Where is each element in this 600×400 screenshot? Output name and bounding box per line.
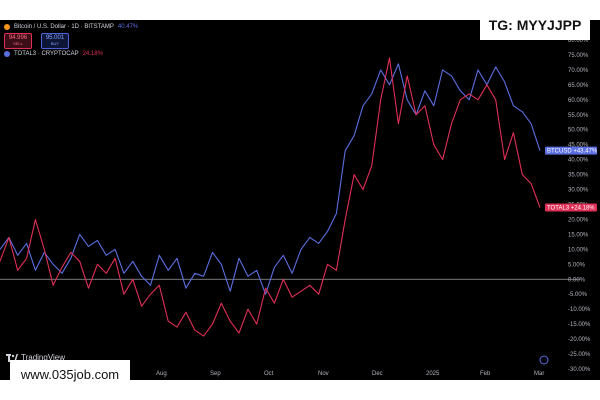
y-tick-label: 5.00% <box>568 262 586 268</box>
btc-legend-title: Bitcoin / U.S. Dollar · 1D · BITSTAMP <box>14 24 114 30</box>
sell-button[interactable]: 94.996 SELL <box>4 33 32 49</box>
sell-label: SELL <box>13 41 23 46</box>
x-tick-label: Mar <box>534 371 544 377</box>
y-tick-label: 80.00% <box>568 38 589 44</box>
y-tick-label: -15.00% <box>568 322 591 328</box>
chart-area[interactable]: 80.00% 75.00% 70.00% 65.00% 60.00% 55.00% 50.0… <box>0 20 600 380</box>
y-tick-label: 45.00% <box>568 143 589 149</box>
last-value-badge-total3 <box>545 203 597 212</box>
y-tick-label: -10.00% <box>568 307 591 313</box>
y-tick-label: 75.00% <box>568 53 589 59</box>
y-tick-label: 40.00% <box>568 158 589 164</box>
x-tick-label: Aug <box>156 371 167 377</box>
x-tick-label: 2025 <box>426 371 440 377</box>
last-value-text-btcusd: BTCUSD +43.47% <box>547 149 598 155</box>
total3-icon <box>4 51 10 57</box>
y-tick-label: 35.00% <box>568 173 589 179</box>
total3-legend-pct: 24.18% <box>82 51 103 57</box>
comparison-chart[interactable]: 80.00% 75.00% 70.00% 65.00% 60.00% 55.00% 50.0… <box>0 20 600 380</box>
watermark-bottom: www.035job.com <box>10 360 130 390</box>
y-tick-label: 0.00% <box>568 277 586 283</box>
tradingview-logo-text: TradingView <box>21 353 66 362</box>
y-tick-label: -20.00% <box>568 337 591 343</box>
y-tick-label: -30.00% <box>568 367 591 373</box>
y-tick-label: -25.00% <box>568 352 591 358</box>
series-line-btcusd <box>0 63 541 295</box>
y-tick-label: 55.00% <box>568 113 589 119</box>
x-tick-label: Nov <box>318 371 329 377</box>
total3-legend[interactable]: TOTAL3 · CRYPTOCAP 24.18% <box>4 51 103 57</box>
x-tick-label: Sep <box>210 371 221 377</box>
buy-button[interactable]: 95.001 BUY <box>41 33 69 49</box>
y-tick-label: 15.00% <box>568 232 589 238</box>
watermark-top: TG: MYYJJPP <box>480 10 590 40</box>
x-tick-label: Feb <box>480 371 491 377</box>
y-tick-label: -5.00% <box>568 292 588 298</box>
y-tick-label: 70.00% <box>568 68 589 74</box>
x-tick-label: Oct <box>264 371 274 377</box>
y-tick-label: 65.00% <box>568 83 589 89</box>
total3-legend-title: TOTAL3 · CRYPTOCAP <box>14 51 79 57</box>
btc-legend[interactable]: Bitcoin / U.S. Dollar · 1D · BITSTAMP 40… <box>4 24 138 30</box>
goto-realtime-icon <box>539 355 549 365</box>
y-tick-label: 50.00% <box>568 128 589 134</box>
last-value-badge-btcusd <box>545 146 597 155</box>
y-tick-label: 20.00% <box>568 217 589 223</box>
last-value-text-total3: TOTAL3 +24.18% <box>547 205 595 211</box>
bitcoin-icon <box>4 24 10 30</box>
x-tick-label: Dec <box>372 371 383 377</box>
btc-legend-pct: 40.47% <box>117 24 139 30</box>
y-tick-label: 60.00% <box>568 98 589 104</box>
y-tick-label: 30.00% <box>568 188 589 194</box>
series-line-total3 <box>0 57 541 337</box>
tradingview-logo[interactable]: TradingView <box>6 353 65 362</box>
buy-price: 95.001 <box>45 35 65 41</box>
sell-price: 94.996 <box>8 35 28 41</box>
buy-label: BUY <box>50 41 60 46</box>
tradingview-logo-icon <box>6 353 18 362</box>
y-tick-label: 10.00% <box>568 247 589 253</box>
